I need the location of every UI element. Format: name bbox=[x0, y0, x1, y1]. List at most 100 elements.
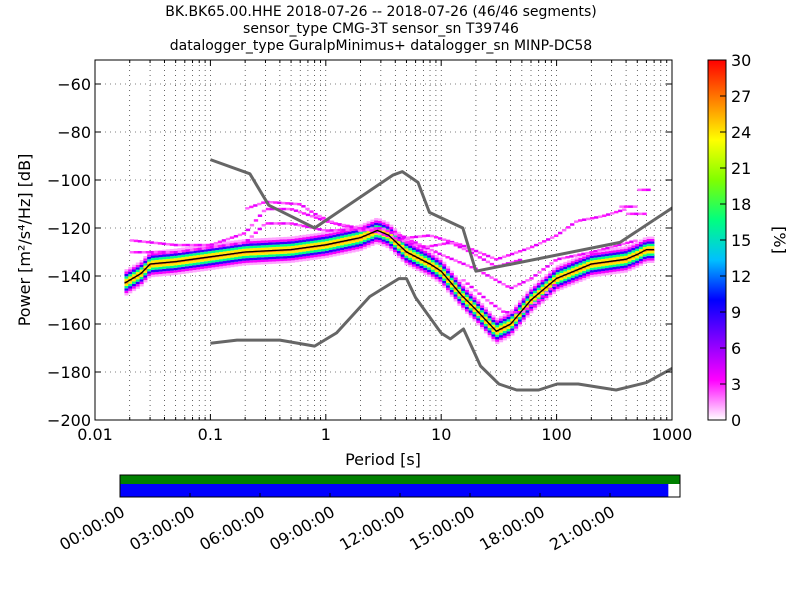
heatmap-outlier-cell bbox=[433, 250, 438, 254]
heatmap-outlier-cell bbox=[201, 247, 206, 250]
heatmap-outlier-cell bbox=[413, 243, 418, 247]
heatmap-cell bbox=[623, 265, 628, 268]
heatmap-cell bbox=[317, 251, 322, 255]
heatmap-cell bbox=[586, 259, 591, 263]
heatmap-cell bbox=[620, 251, 625, 254]
heatmap-cell bbox=[604, 270, 610, 273]
heatmap-cell bbox=[283, 253, 288, 257]
heatmap-cell bbox=[472, 302, 477, 305]
heatmap-outlier-cell bbox=[585, 251, 590, 255]
heatmap-cell bbox=[279, 237, 284, 240]
heatmap-outlier-cell bbox=[505, 254, 511, 257]
heatmap-cell bbox=[343, 232, 348, 235]
heatmap-cell bbox=[132, 283, 137, 287]
heatmap-cell bbox=[491, 334, 496, 337]
timeline-data-bar bbox=[120, 475, 680, 484]
heatmap-cell bbox=[196, 255, 201, 258]
heatmap-cell bbox=[128, 286, 133, 289]
heatmap-cell bbox=[623, 253, 628, 256]
heatmap-cell bbox=[400, 249, 405, 253]
colorbar-tick-label: 15 bbox=[731, 231, 751, 250]
heatmap-outlier-cell bbox=[205, 246, 210, 250]
heatmap-cell bbox=[529, 306, 534, 309]
heatmap-cell bbox=[154, 271, 159, 275]
heatmap-cell bbox=[506, 316, 511, 320]
heatmap-cell bbox=[184, 271, 190, 274]
heatmap-cell bbox=[381, 236, 386, 240]
timeline-label: 12:00:00 bbox=[336, 502, 408, 554]
heatmap-cell bbox=[635, 251, 640, 254]
heatmap-cell bbox=[400, 259, 405, 262]
heatmap-cell bbox=[230, 262, 235, 265]
heatmap-cell bbox=[464, 287, 470, 290]
heatmap-outlier-cell bbox=[369, 229, 374, 232]
heatmap-outlier-cell bbox=[161, 242, 167, 246]
heatmap-cell bbox=[597, 273, 602, 277]
heatmap-cell bbox=[302, 234, 307, 238]
heatmap-cell bbox=[279, 258, 284, 262]
heatmap-cell bbox=[188, 260, 193, 264]
heatmap-cell bbox=[646, 236, 651, 239]
heatmap-cell bbox=[135, 262, 140, 265]
heatmap-cell bbox=[347, 250, 352, 254]
heatmap-cell bbox=[453, 277, 458, 280]
heatmap-cell bbox=[215, 264, 220, 267]
heatmap-outlier-cell bbox=[517, 282, 522, 286]
heatmap-cell bbox=[415, 247, 420, 250]
heatmap-outlier-cell bbox=[297, 210, 303, 214]
heatmap-cell bbox=[586, 262, 591, 265]
colorbar-tick-label: 6 bbox=[731, 339, 741, 358]
heatmap-cell bbox=[638, 258, 644, 262]
heatmap-outlier-cell bbox=[369, 227, 374, 230]
heatmap-cell bbox=[574, 264, 579, 267]
heatmap-outlier-cell bbox=[522, 248, 527, 252]
heatmap-cell bbox=[324, 238, 330, 242]
heatmap-cell bbox=[423, 250, 428, 254]
heatmap-cell bbox=[200, 264, 205, 267]
heatmap-cell bbox=[196, 245, 201, 248]
heatmap-outlier-cell bbox=[425, 245, 430, 248]
heatmap-outlier-cell bbox=[445, 255, 450, 259]
heatmap-outlier-cell bbox=[221, 239, 227, 242]
heatmap-cell bbox=[419, 251, 424, 254]
chart-title-line-1: BK.BK65.00.HHE 2018-07-26 -- 2018-07-26 … bbox=[165, 4, 597, 20]
heatmap-outlier-cell bbox=[437, 237, 443, 240]
heatmap-cell bbox=[449, 285, 454, 288]
heatmap-cell bbox=[419, 268, 424, 271]
heatmap-cell bbox=[563, 264, 568, 267]
heatmap-cell bbox=[237, 239, 243, 243]
heatmap-cell bbox=[446, 290, 451, 293]
heatmap-cell bbox=[381, 241, 386, 245]
heatmap-cell bbox=[253, 257, 258, 261]
heatmap-cell bbox=[173, 258, 178, 261]
heatmap-cell bbox=[317, 256, 322, 260]
heatmap-cell bbox=[332, 254, 337, 257]
heatmap-outlier-cell bbox=[509, 252, 515, 256]
heatmap-cell bbox=[635, 248, 640, 252]
heatmap-outlier-cell bbox=[625, 241, 630, 245]
heatmap-cell bbox=[389, 241, 394, 244]
heatmap-outlier-cell bbox=[253, 231, 258, 234]
heatmap-cell bbox=[548, 273, 553, 276]
heatmap-cell bbox=[419, 253, 424, 257]
heatmap-cell bbox=[328, 235, 333, 238]
heatmap-cell bbox=[158, 264, 163, 267]
heatmap-cell bbox=[283, 258, 288, 261]
heatmap-cell bbox=[423, 265, 428, 268]
heatmap-outlier-cell bbox=[309, 214, 315, 218]
heatmap-cell bbox=[226, 246, 231, 249]
heatmap-cell bbox=[404, 253, 409, 256]
heatmap-cell bbox=[188, 253, 193, 257]
heatmap-outlier-cell bbox=[586, 217, 591, 221]
heatmap-cell bbox=[192, 260, 197, 263]
heatmap-cell bbox=[351, 245, 356, 248]
heatmap-cell bbox=[241, 256, 246, 259]
timeline-label: 15:00:00 bbox=[406, 502, 478, 554]
heatmap-cell bbox=[166, 273, 171, 276]
heatmap-outlier-cell bbox=[257, 202, 262, 206]
heatmap-cell bbox=[298, 256, 303, 260]
heatmap-cell bbox=[589, 253, 594, 256]
heatmap-cell bbox=[638, 249, 644, 252]
heatmap-cell bbox=[275, 258, 280, 262]
heatmap-cell bbox=[464, 289, 470, 293]
